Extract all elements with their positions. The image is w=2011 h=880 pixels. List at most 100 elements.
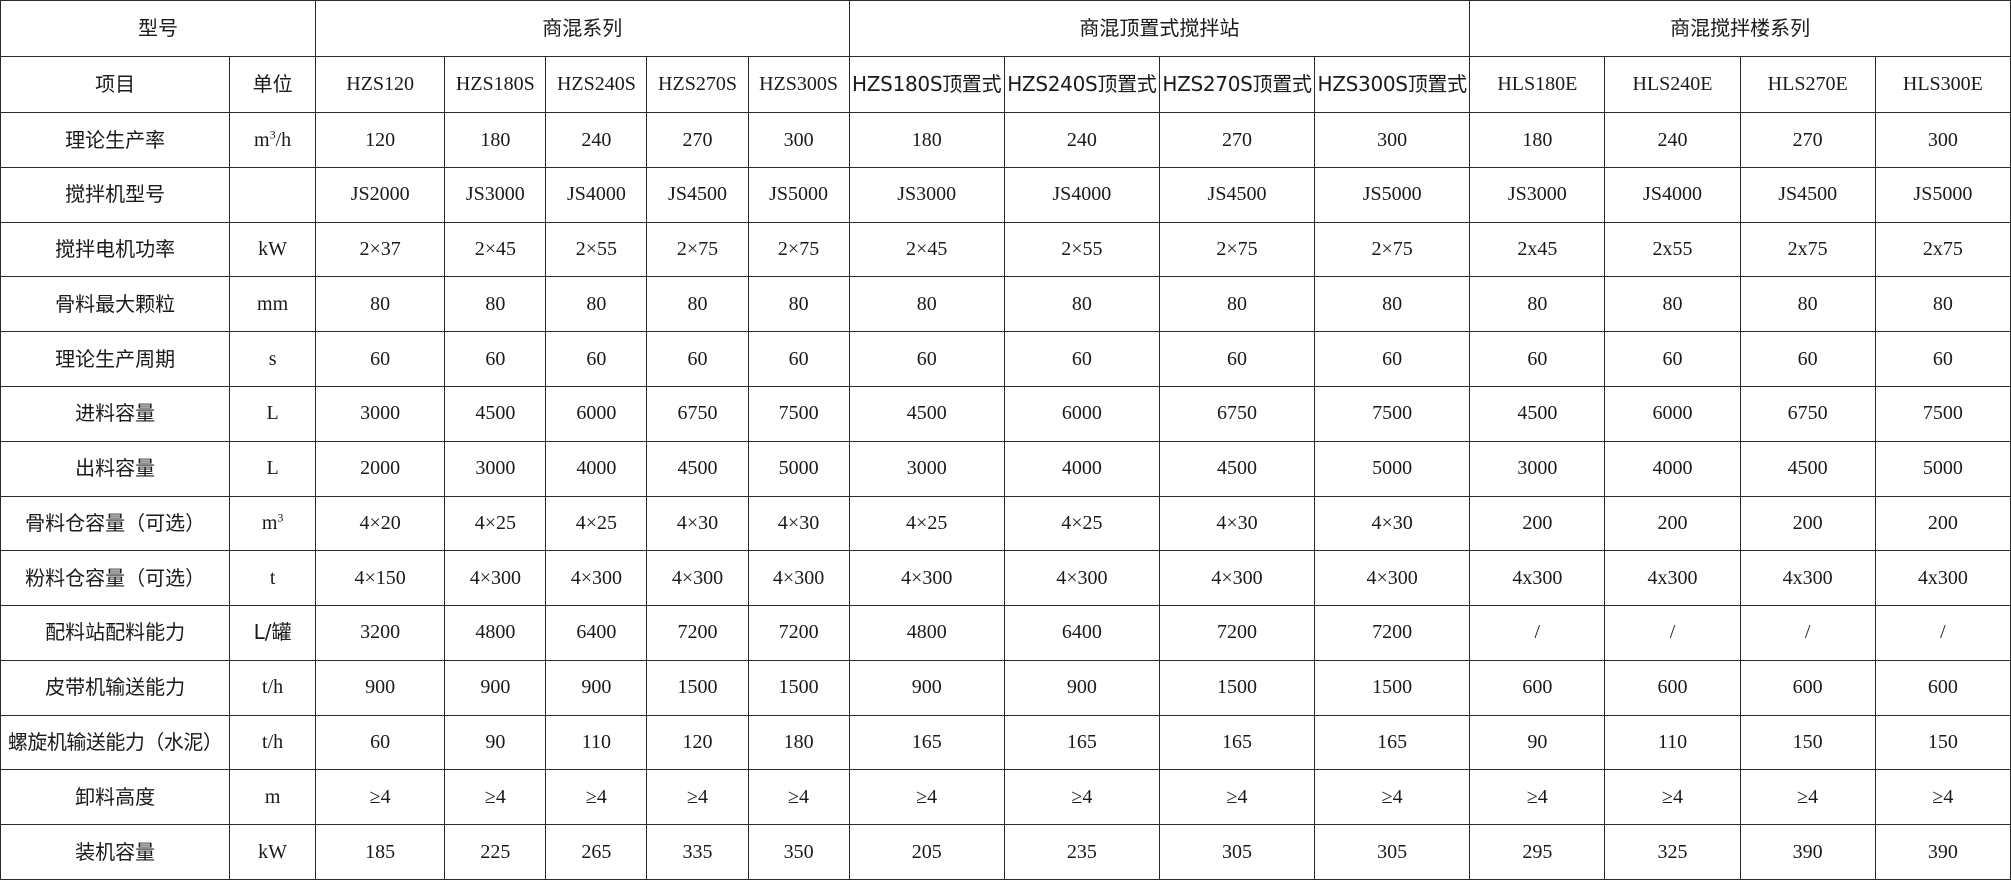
- data-cell: 305: [1314, 824, 1471, 880]
- data-cell: ≥4: [314, 769, 446, 826]
- model-column-header: HZS180S: [444, 56, 547, 114]
- data-cell: 2x45: [1469, 221, 1606, 278]
- data-cell: 2×75: [646, 221, 749, 278]
- data-cell: 300: [747, 112, 850, 168]
- table-row: 配料站配料能力 L/罐 3200 4800 6400 7200 7200 4800 6400 72…: [0, 605, 2011, 661]
- data-cell: 5000: [747, 440, 850, 497]
- data-cell: 4500: [848, 386, 1005, 442]
- data-cell: 350: [747, 824, 850, 880]
- data-cell: 4×300: [1314, 550, 1471, 607]
- data-cell: 4×25: [545, 495, 648, 552]
- data-cell: 2x75: [1874, 221, 2011, 278]
- table-row: 搅拌机型号 JS2000 JS3000 JS4000 JS4500 JS5000 JS300…: [0, 166, 2011, 223]
- data-cell: 4x300: [1469, 550, 1606, 607]
- data-cell: 185: [314, 824, 446, 880]
- data-cell: 7200: [646, 605, 749, 661]
- data-cell: 6750: [1158, 386, 1316, 442]
- data-cell: 60: [848, 331, 1005, 388]
- data-cell: 4×300: [646, 550, 749, 607]
- data-cell: 80: [314, 276, 446, 333]
- data-cell: 4×300: [1003, 550, 1160, 607]
- data-cell: 4×20: [314, 495, 446, 552]
- data-cell: ≥4: [1003, 769, 1160, 826]
- data-cell: ≥4: [646, 769, 749, 826]
- data-cell: 80: [1003, 276, 1160, 333]
- data-cell: 60: [1003, 331, 1160, 388]
- data-cell: 80: [545, 276, 648, 333]
- data-cell: 90: [1469, 714, 1606, 771]
- data-cell: 4×30: [747, 495, 850, 552]
- data-cell: 60: [747, 331, 850, 388]
- row-label: 搅拌电机功率: [0, 221, 231, 278]
- table-row: 装机容量 kW 185 225 265 335 350 205 235 305 305 295 325 3…: [0, 824, 2011, 880]
- data-cell: 60: [1604, 331, 1741, 388]
- data-cell: 205: [848, 824, 1005, 880]
- data-cell: 4500: [1469, 386, 1606, 442]
- data-cell: 4×30: [646, 495, 749, 552]
- data-cell: 120: [646, 714, 749, 771]
- data-cell: 165: [1314, 714, 1471, 771]
- data-cell: 80: [1314, 276, 1471, 333]
- data-cell: 4×300: [444, 550, 547, 607]
- data-cell: 600: [1874, 659, 2011, 716]
- data-cell: 180: [747, 714, 850, 771]
- data-cell: 7200: [1314, 605, 1471, 661]
- data-cell: 80: [1604, 276, 1741, 333]
- data-cell: 60: [1158, 331, 1316, 388]
- data-cell: 5000: [1314, 440, 1471, 497]
- row-unit: L: [229, 440, 316, 497]
- data-cell: 295: [1469, 824, 1606, 880]
- data-cell: 600: [1604, 659, 1741, 716]
- data-cell: 4×25: [1003, 495, 1160, 552]
- data-cell: 3200: [314, 605, 446, 661]
- data-cell: 60: [1739, 331, 1876, 388]
- data-cell: 2×45: [848, 221, 1005, 278]
- data-cell: 6750: [1739, 386, 1876, 442]
- data-cell: JS5000: [747, 166, 850, 223]
- model-column-header: HZS300S: [747, 56, 850, 114]
- data-cell: 900: [444, 659, 547, 716]
- data-cell: 7200: [747, 605, 850, 661]
- data-cell: 6000: [1003, 386, 1160, 442]
- model-column-header: HLS270E: [1739, 56, 1876, 114]
- unit-column-header: 单位: [229, 56, 316, 114]
- data-cell: 2x75: [1739, 221, 1876, 278]
- row-label: 进料容量: [0, 386, 231, 442]
- data-cell: 3000: [314, 386, 446, 442]
- data-cell: 4×300: [848, 550, 1005, 607]
- table-row: 理论生产周期 s 60 60 60 60 60 60 60 60 60 60 60 60 60: [0, 331, 2011, 388]
- table-row: 搅拌电机功率 kW 2×37 2×45 2×55 2×75 2×75 2×45 2×55 2×75…: [0, 221, 2011, 278]
- data-cell: JS4000: [545, 166, 648, 223]
- data-cell: JS3000: [1469, 166, 1606, 223]
- data-cell: JS4500: [1739, 166, 1876, 223]
- data-cell: 4×25: [444, 495, 547, 552]
- row-label: 理论生产率: [0, 112, 231, 168]
- data-cell: 80: [1874, 276, 2011, 333]
- data-cell: 60: [1469, 331, 1606, 388]
- data-cell: 4×150: [314, 550, 446, 607]
- data-cell: 60: [1874, 331, 2011, 388]
- data-cell: 150: [1739, 714, 1876, 771]
- data-cell: 80: [444, 276, 547, 333]
- header-group-row: 型号 商混系列 商混顶置式搅拌站 商混搅拌楼系列: [0, 0, 2011, 58]
- data-cell: 4×300: [545, 550, 648, 607]
- data-cell: 6000: [1604, 386, 1741, 442]
- data-cell: 120: [314, 112, 446, 168]
- data-cell: 60: [444, 331, 547, 388]
- data-cell: 2x55: [1604, 221, 1741, 278]
- header-column-row: 项目 单位 HZS120 HZS180S HZS240S HZS270S HZS300S HZ…: [0, 56, 2011, 114]
- data-cell: 4500: [444, 386, 547, 442]
- row-unit: [229, 166, 316, 223]
- table-row: 理论生产率 m3/h 120 180 240 270 300 180 240 270 300 180 2…: [0, 112, 2011, 168]
- data-cell: 80: [646, 276, 749, 333]
- data-cell: ≥4: [1874, 769, 2011, 826]
- data-cell: 60: [314, 714, 446, 771]
- data-cell: 2×45: [444, 221, 547, 278]
- row-unit: kW: [229, 221, 316, 278]
- row-label: 理论生产周期: [0, 331, 231, 388]
- data-cell: 1500: [1158, 659, 1316, 716]
- data-cell: ≥4: [747, 769, 850, 826]
- data-cell: 4800: [848, 605, 1005, 661]
- data-cell: 270: [646, 112, 749, 168]
- model-column-header: HZS240S顶置式: [1003, 56, 1160, 114]
